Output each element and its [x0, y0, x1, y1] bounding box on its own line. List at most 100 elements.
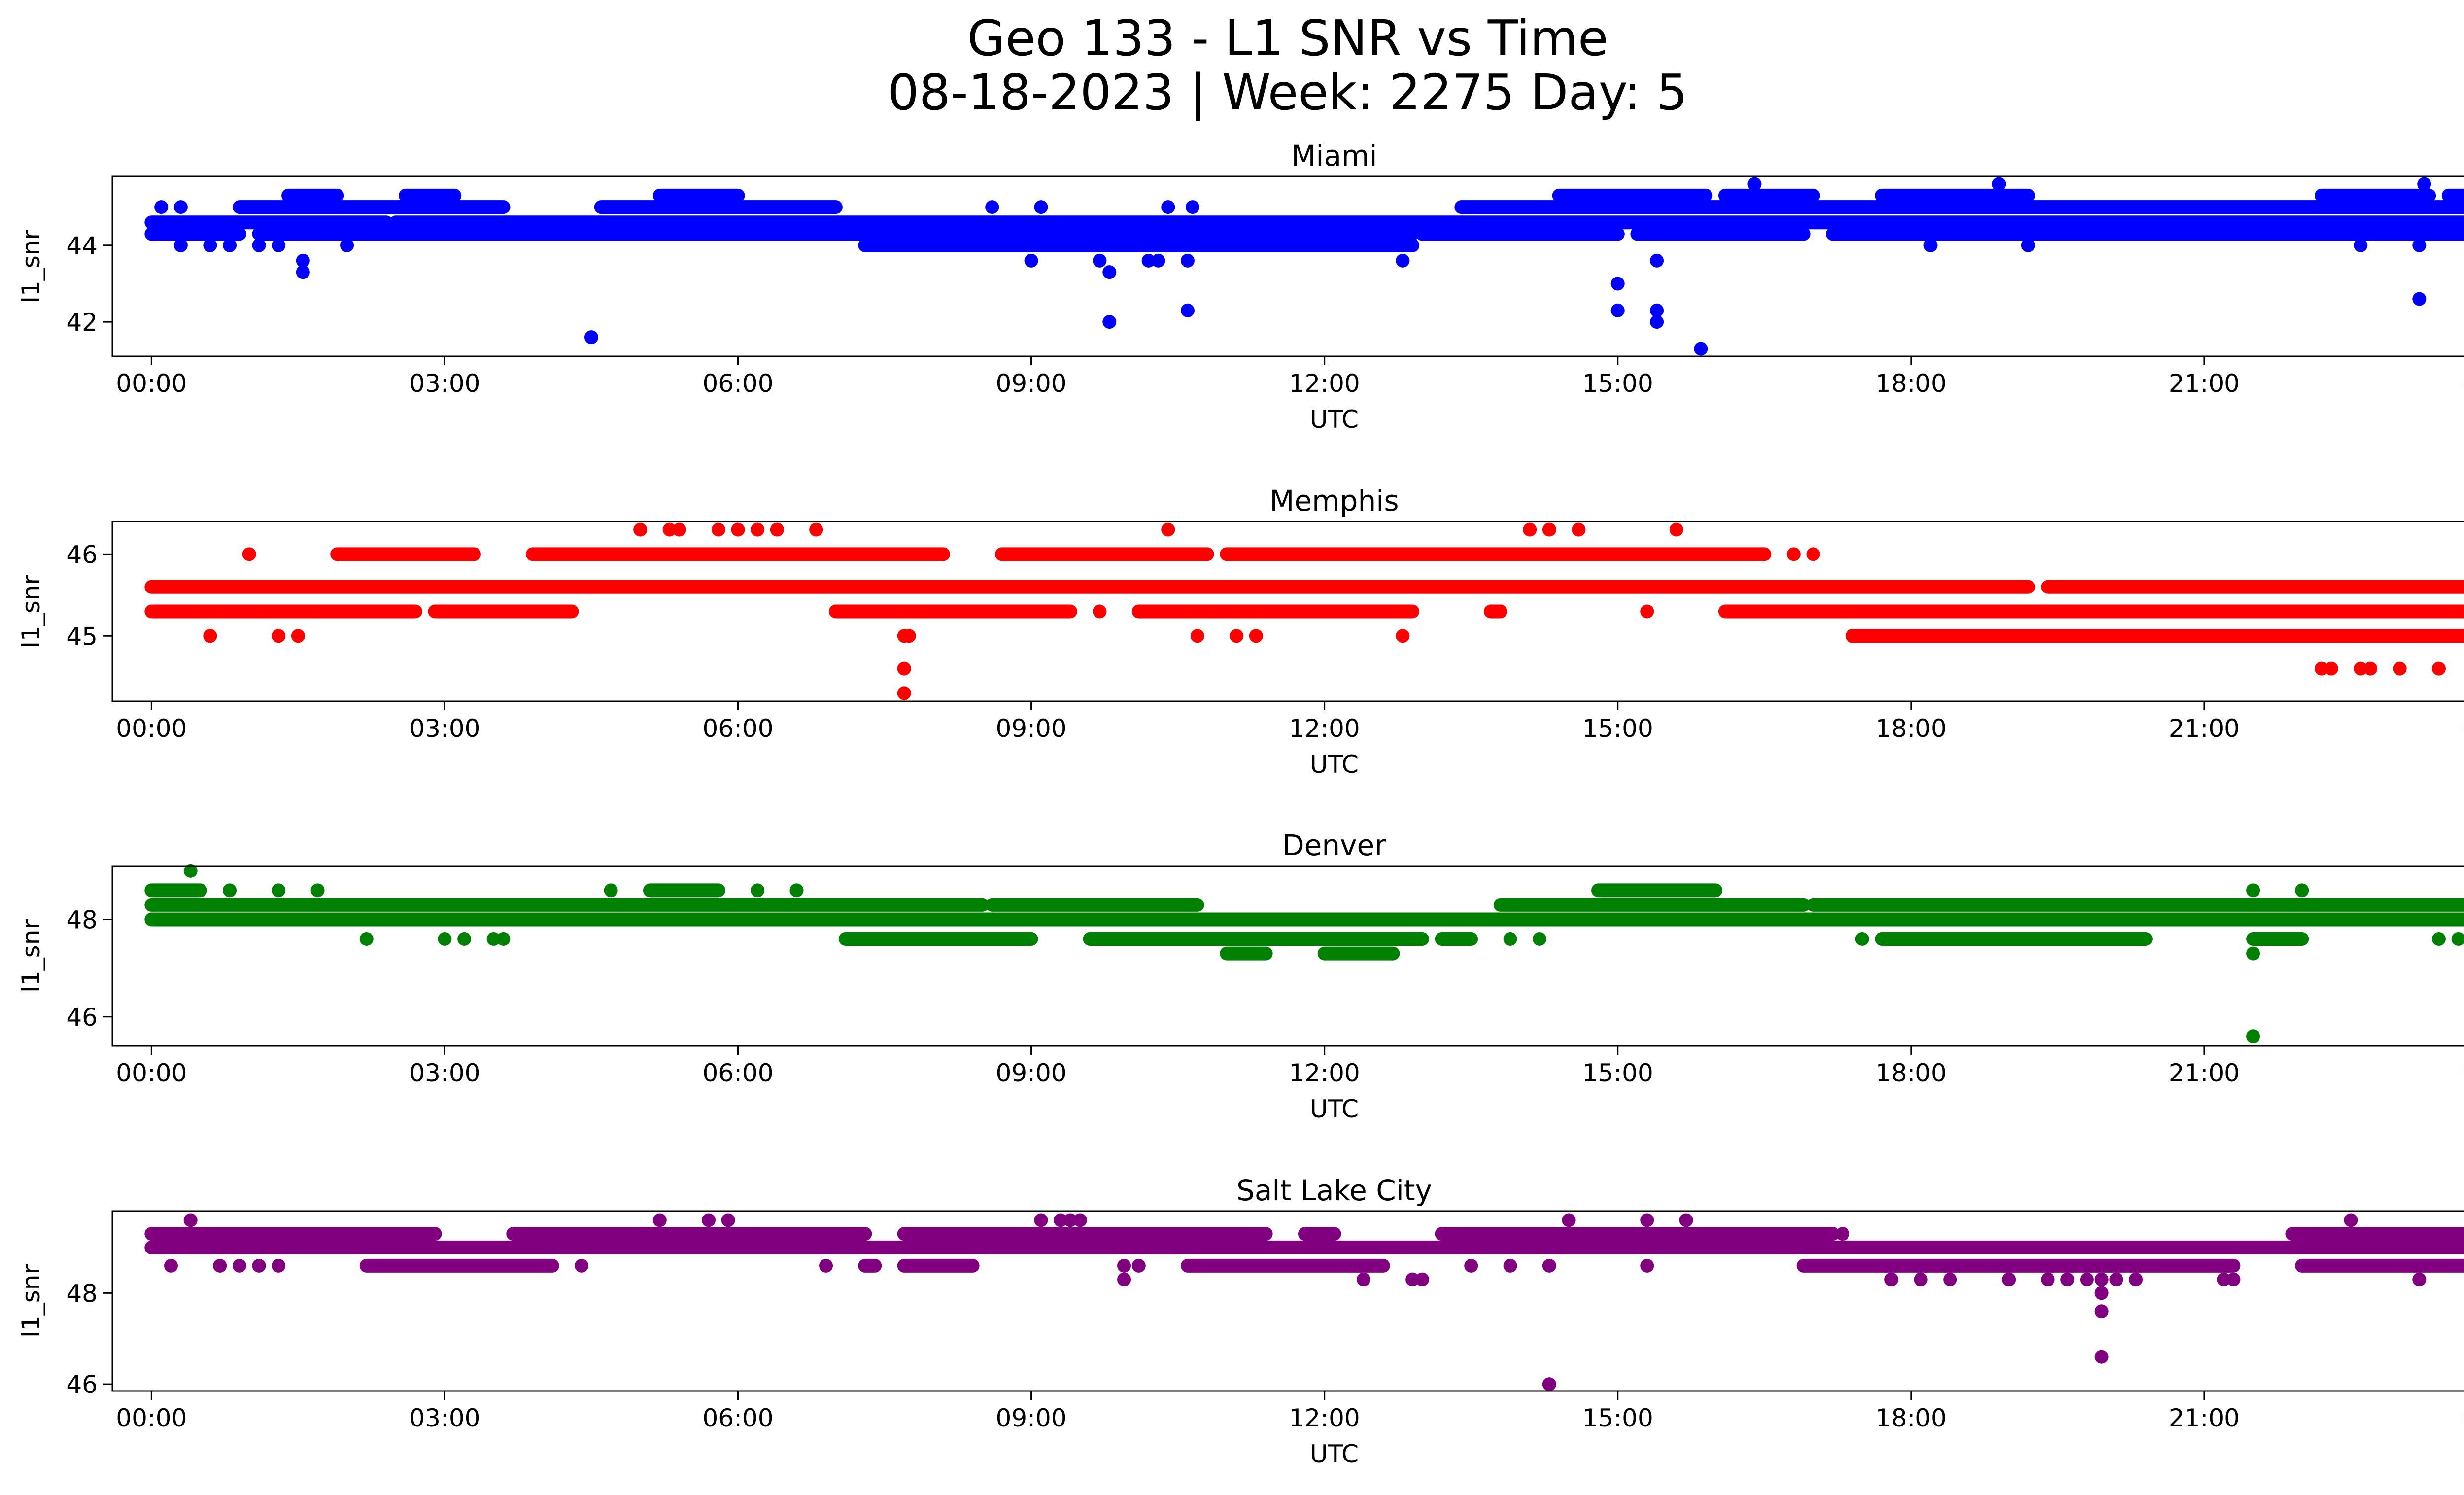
data-point	[1513, 227, 1527, 241]
data-point	[223, 883, 237, 898]
data-point	[985, 200, 999, 214]
data-point	[1640, 1213, 1654, 1227]
data-point	[711, 522, 725, 537]
data-series	[144, 177, 2464, 356]
data-point	[457, 932, 472, 946]
y-tick-label: 45	[66, 622, 98, 651]
x-tick-label: 03:00	[409, 1059, 480, 1087]
data-point	[897, 686, 911, 700]
data-point	[203, 238, 217, 252]
data-point	[662, 522, 677, 537]
data-point	[1405, 1272, 1420, 1286]
axes-frame	[111, 1210, 2464, 1392]
x-tick-label: 15:00	[1582, 1404, 1653, 1432]
data-point	[1190, 629, 1204, 643]
data-point	[1093, 253, 1107, 268]
data-point	[2417, 177, 2431, 191]
data-point	[2080, 1272, 2094, 1286]
data-point	[672, 522, 686, 537]
data-point-run	[1845, 629, 2464, 643]
data-point-run	[838, 932, 1038, 946]
data-series	[144, 864, 2464, 1043]
data-point	[183, 864, 198, 878]
data-point-run	[1317, 946, 1400, 961]
x-tick-label: 00:00	[2462, 1404, 2464, 1432]
data-point-run	[897, 1258, 980, 1273]
data-point-run	[828, 227, 1420, 241]
data-point	[1102, 265, 1117, 279]
data-point	[1249, 629, 1263, 643]
data-point	[296, 265, 310, 279]
data-point	[1415, 1272, 1430, 1286]
data-point-run	[144, 1227, 383, 1241]
x-axis-label: UTC	[1310, 405, 1359, 434]
data-point	[1063, 1213, 1077, 1227]
data-point	[1093, 604, 1107, 619]
data-point	[272, 1258, 286, 1273]
data-point-run	[1630, 227, 1811, 241]
data-point-run	[643, 883, 725, 898]
data-point	[584, 330, 598, 345]
data-point	[2393, 661, 2407, 676]
x-tick-label: 09:00	[996, 714, 1067, 743]
data-point	[1747, 177, 1762, 191]
x-tick-label: 06:00	[702, 369, 773, 398]
x-tick-label: 03:00	[409, 714, 480, 743]
data-point-run	[506, 1227, 872, 1241]
data-point-run	[1875, 188, 2035, 203]
subplot-title: Memphis	[1269, 484, 1399, 518]
data-point	[1610, 303, 1625, 317]
data-point	[2295, 883, 2309, 898]
data-point	[223, 238, 237, 252]
data-point	[2451, 932, 2464, 946]
x-axis-label: UTC	[1310, 1440, 1359, 1468]
data-point-run	[399, 188, 462, 203]
data-point	[897, 661, 911, 676]
data-point-run	[1591, 883, 1723, 898]
x-tick-label: 18:00	[1876, 714, 1947, 743]
data-point	[731, 522, 745, 537]
x-tick-label: 09:00	[996, 1059, 1067, 1087]
data-point	[2412, 238, 2427, 252]
data-point-run	[1435, 932, 1478, 946]
data-point	[1640, 604, 1654, 619]
data-point-run	[995, 547, 1214, 561]
data-point	[272, 883, 286, 898]
x-tick-label: 15:00	[1582, 714, 1653, 743]
subplot-title: Denver	[1282, 829, 1386, 862]
data-point-run	[330, 547, 481, 561]
data-point	[1786, 547, 1801, 561]
data-point	[2109, 1272, 2123, 1286]
data-point-run	[144, 898, 990, 912]
data-point	[1523, 522, 1537, 537]
data-point	[1835, 1227, 1849, 1241]
data-point	[1396, 629, 1410, 643]
data-point	[1694, 342, 1708, 356]
data-point-run	[652, 188, 745, 203]
data-point	[1610, 277, 1625, 291]
data-point-run	[897, 1227, 1273, 1241]
subplot-title: Miami	[1291, 139, 1377, 173]
data-point	[154, 200, 169, 214]
x-tick-label: 21:00	[2169, 1404, 2240, 1432]
data-point-run	[858, 1258, 882, 1273]
data-point	[604, 883, 618, 898]
data-point	[809, 522, 823, 537]
x-tick-label: 03:00	[409, 1404, 480, 1432]
data-point-run	[252, 227, 843, 241]
x-tick-label: 18:00	[1876, 1059, 1947, 1087]
data-point	[1992, 177, 2006, 191]
x-tick-label: 06:00	[702, 1059, 773, 1087]
data-point-run	[144, 912, 2464, 927]
data-point	[2324, 661, 2338, 676]
data-point-run	[144, 604, 422, 619]
data-point	[2041, 1272, 2055, 1286]
data-point-run	[1435, 1227, 1840, 1241]
data-point	[2354, 238, 2368, 252]
data-point-run	[1718, 188, 1820, 203]
x-axis-label: UTC	[1310, 1095, 1359, 1123]
data-point	[1806, 547, 1820, 561]
x-tick-label: 21:00	[2169, 1059, 2240, 1087]
data-point	[2246, 1029, 2260, 1043]
data-point-run	[2041, 580, 2464, 594]
